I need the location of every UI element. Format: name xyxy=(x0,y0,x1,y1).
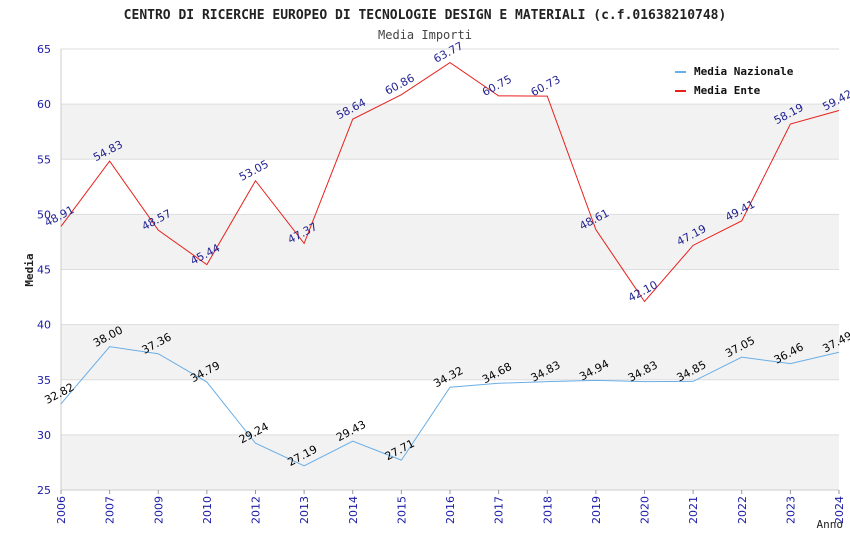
x-tick-label-2014: 2014 xyxy=(347,496,360,524)
x-tick-label-2007: 2007 xyxy=(104,496,117,524)
x-tick-labels: 2006 2007 2009 2010 2012 2013 2014 2015 2016 2017… xyxy=(55,496,846,524)
x-tick-label-2012: 2012 xyxy=(250,496,263,524)
chart-title: CENTRO DI RICERCHE EUROPEO DI TECNOLOGIE… xyxy=(124,8,727,23)
y-tick-label: 25 xyxy=(37,484,51,497)
series-lines xyxy=(60,61,840,467)
plot-band xyxy=(61,214,839,270)
legend: Media Nazionale Media Ente xyxy=(668,60,810,102)
x-tick-label-2006: 2006 xyxy=(55,496,68,524)
x-tick-label-2021: 2021 xyxy=(687,496,700,524)
x-tick-label-2010: 2010 xyxy=(201,496,214,524)
x-tick-label-2023: 2023 xyxy=(784,496,797,524)
x-tick-label-2024: 2024 xyxy=(833,496,846,524)
y-tick-label: 35 xyxy=(37,374,51,387)
plot-band xyxy=(61,159,839,215)
legend-box xyxy=(668,60,810,102)
y-tick-label: 60 xyxy=(37,98,51,111)
y-tick-label: 50 xyxy=(37,208,51,221)
x-tick-label-2018: 2018 xyxy=(541,496,554,524)
x-tick-label-2019: 2019 xyxy=(590,496,603,524)
y-tick-label: 55 xyxy=(37,153,51,166)
legend-label-media-nazionale: Media Nazionale xyxy=(694,65,794,78)
x-tick-label-2015: 2015 xyxy=(395,496,408,524)
y-tick-label: 40 xyxy=(37,319,51,332)
plot-band xyxy=(61,379,839,435)
y-tick-label: 30 xyxy=(37,429,51,442)
x-tick-label-2013: 2013 xyxy=(298,496,311,524)
plot-band xyxy=(61,324,839,380)
x-axis-label: Anno xyxy=(817,518,844,531)
legend-label-media-ente: Media Ente xyxy=(694,84,761,97)
x-tick-label-2016: 2016 xyxy=(444,496,457,524)
x-tick-label-2017: 2017 xyxy=(493,496,506,524)
x-tick-label-2020: 2020 xyxy=(639,496,652,524)
plot-bands xyxy=(61,49,839,490)
series-line-media-nazionale xyxy=(60,346,840,467)
axes xyxy=(60,49,840,494)
x-tick-label-2022: 2022 xyxy=(736,496,749,524)
chart-subtitle: Media Importi xyxy=(378,28,472,42)
y-tick-label: 45 xyxy=(37,264,51,277)
plot-band xyxy=(61,434,839,490)
y-tick-label: 65 xyxy=(37,43,51,56)
plot-band xyxy=(61,269,839,325)
x-tick-label-2009: 2009 xyxy=(152,496,165,524)
y-axis-label: Media xyxy=(23,253,36,286)
plot-band xyxy=(61,104,839,160)
series-line-media-ente xyxy=(60,61,840,303)
y-tick-labels: 25 30 35 40 45 50 55 60 65 xyxy=(37,43,51,497)
